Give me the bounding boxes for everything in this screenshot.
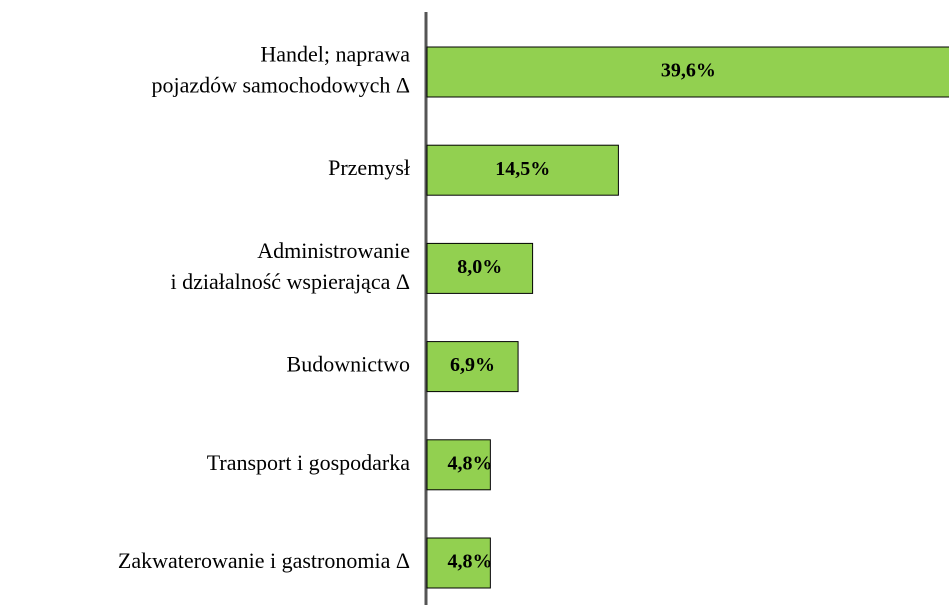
category-label: Transport i gospodarka: [207, 450, 411, 475]
category-label: i działalność wspierająca Δ: [170, 269, 410, 294]
bar: [426, 537, 491, 589]
value-label: 4,8%: [448, 452, 493, 474]
value-label: 39,6%: [661, 60, 716, 82]
category-label: Budownictwo: [287, 352, 410, 377]
category-label: Handel; naprawa: [260, 42, 410, 67]
bar: [426, 439, 491, 491]
value-label: 6,9%: [450, 354, 495, 376]
category-label: Zakwaterowanie i gastronomia Δ: [118, 548, 410, 573]
category-label: pojazdów samochodowych Δ: [151, 73, 410, 98]
category-label: Przemysł: [328, 155, 410, 180]
value-label: 14,5%: [495, 158, 550, 180]
bar: [426, 242, 534, 294]
value-label: 8,0%: [457, 256, 502, 278]
bar: [426, 144, 619, 196]
bar: [426, 341, 519, 393]
value-label: 4,8%: [448, 551, 493, 573]
bar: [426, 46, 949, 98]
category-label: Administrowanie: [257, 238, 410, 263]
